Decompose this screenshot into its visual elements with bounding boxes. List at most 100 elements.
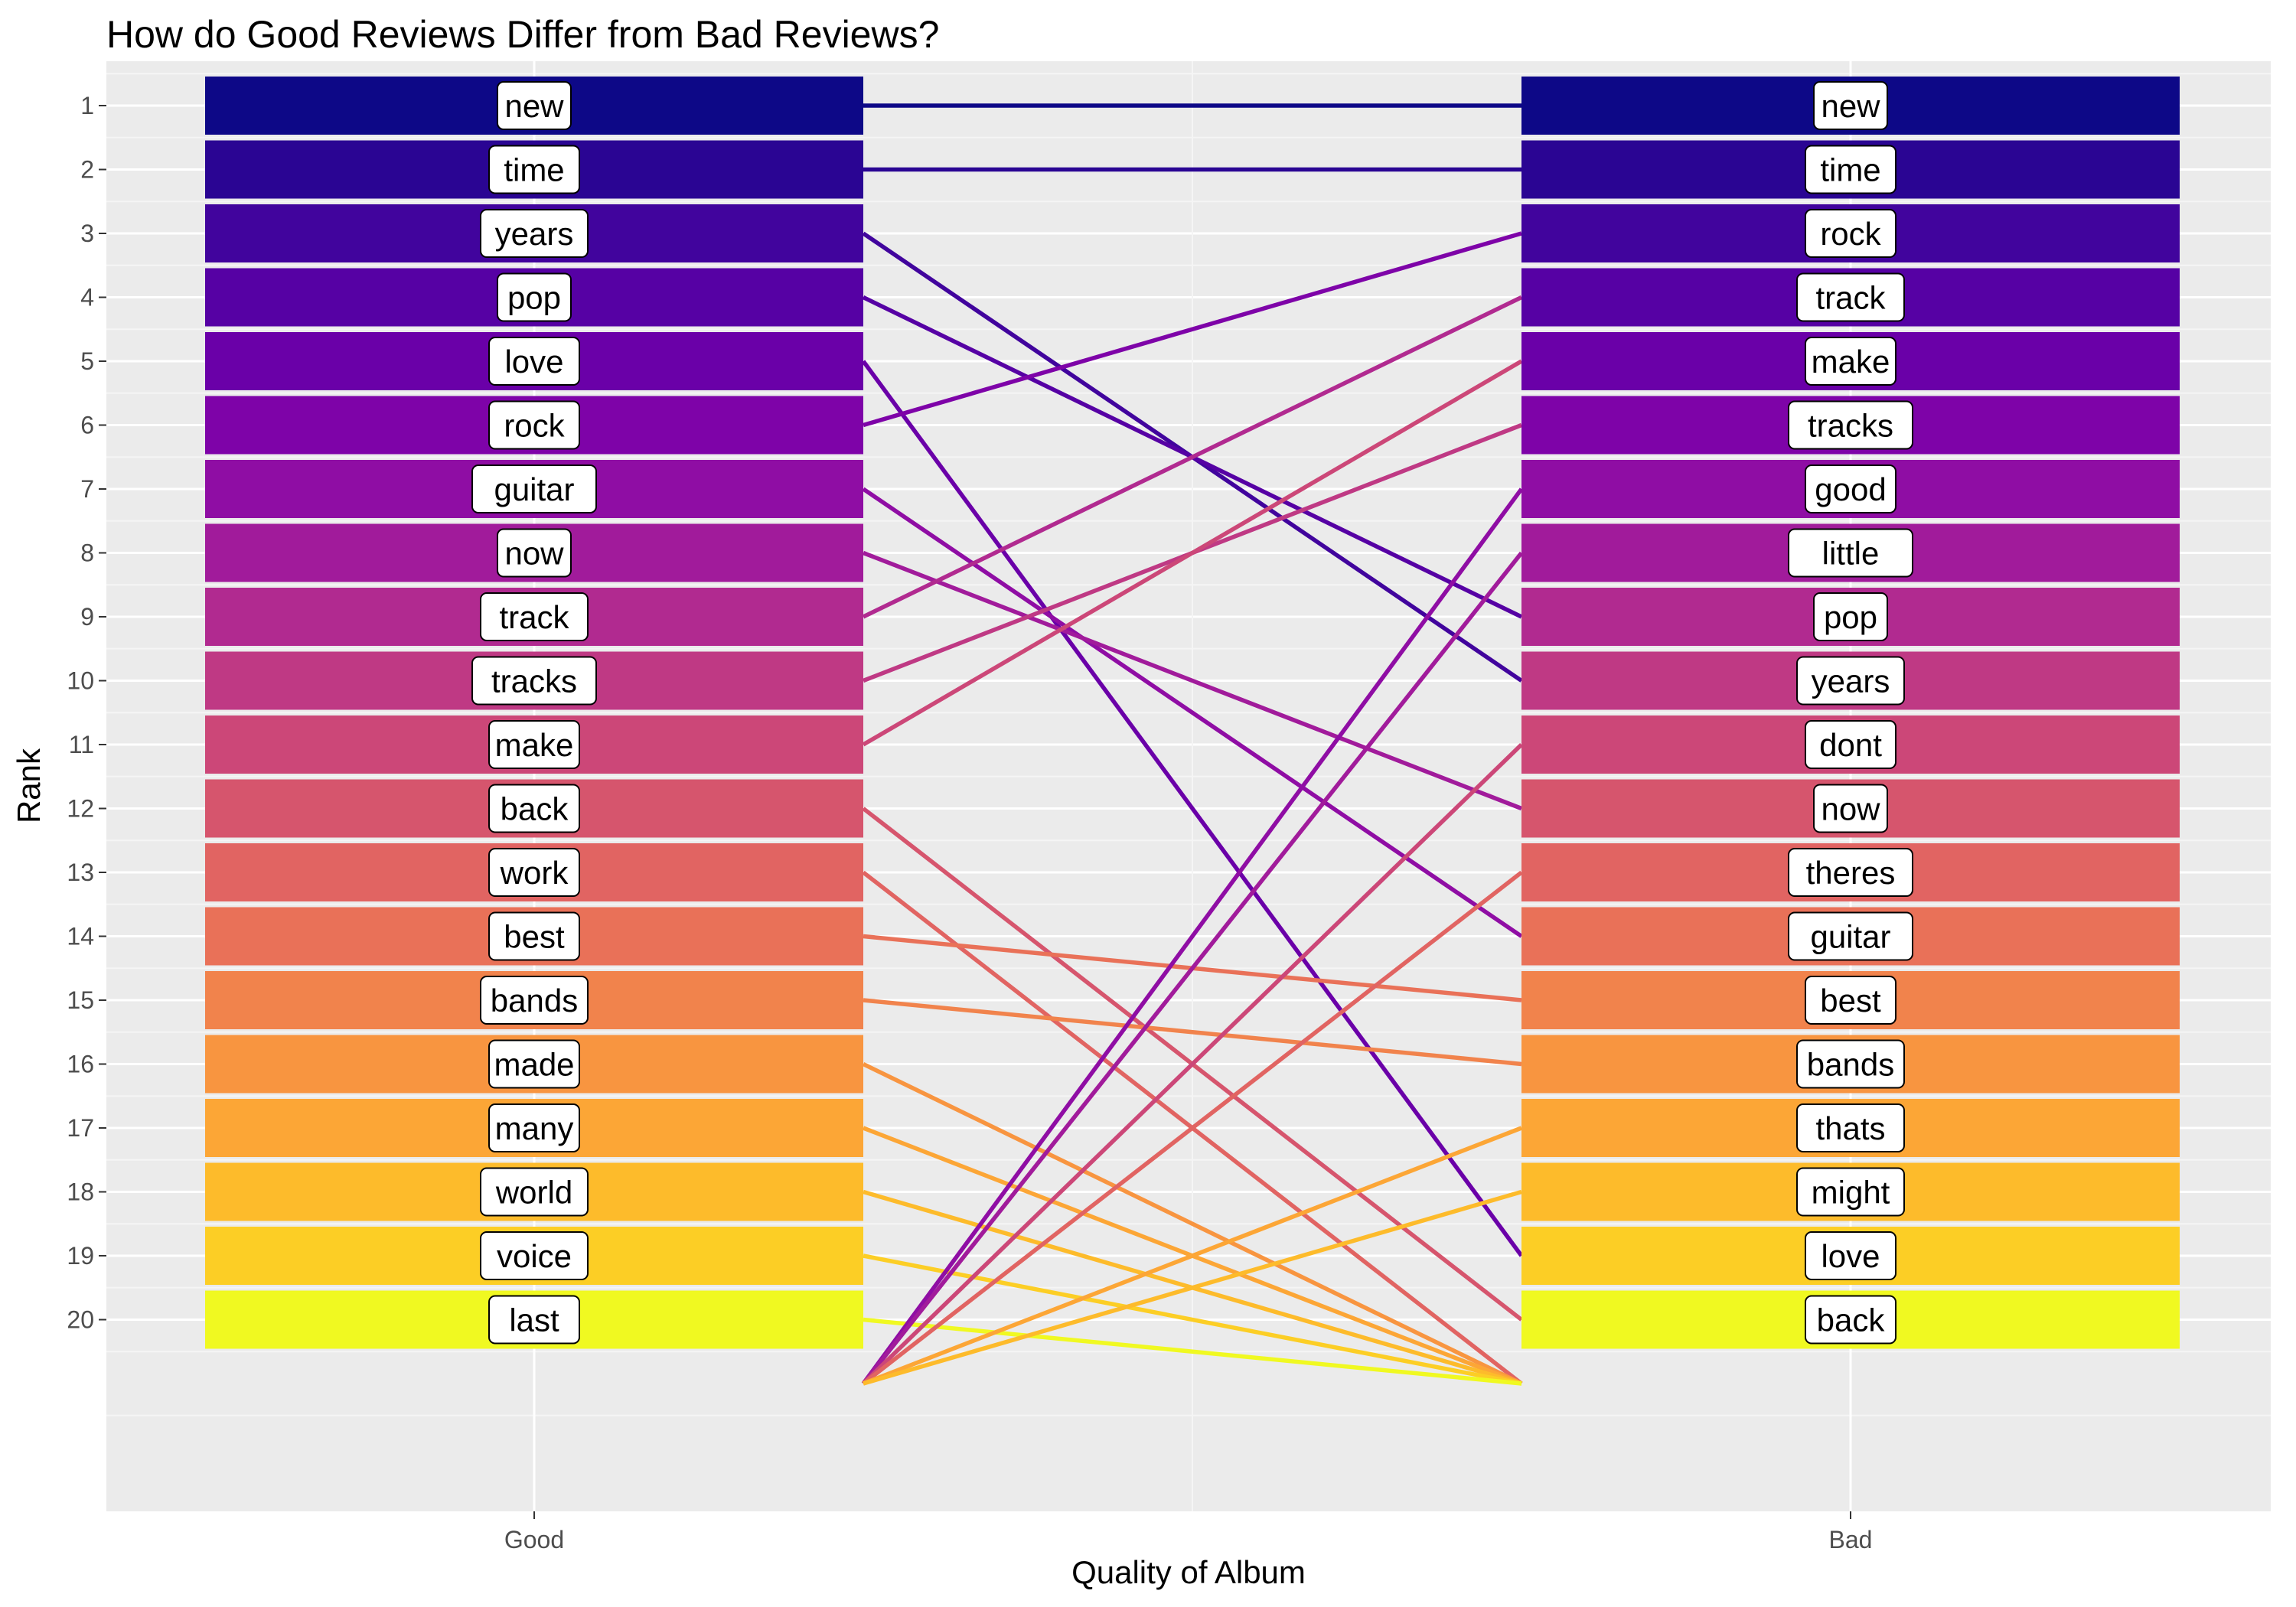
good-label-tracks: tracks <box>491 663 577 699</box>
y-tick-label: 1 <box>80 92 94 119</box>
good-label-bands: bands <box>491 983 578 1019</box>
good-label-box-years <box>480 209 589 258</box>
good-label-box-bands <box>480 976 589 1025</box>
bad-label-box-pop <box>1813 592 1888 641</box>
y-tick-label: 2 <box>80 156 94 184</box>
y-tick-label: 14 <box>67 923 94 950</box>
good-label-many: many <box>495 1110 574 1146</box>
y-tick-label: 15 <box>67 986 94 1014</box>
link-track <box>862 295 1523 619</box>
good-label-box-love <box>488 337 580 386</box>
good-label-now: now <box>504 536 564 572</box>
bad-label-track: track <box>1815 280 1886 316</box>
good-label-track: track <box>499 599 569 635</box>
x-axis: Good Bad <box>504 1511 1873 1553</box>
link-thats <box>863 1126 1522 1386</box>
good-label-box-pop <box>497 272 572 322</box>
good-label-box-new <box>497 81 572 130</box>
y-tick-label: 4 <box>80 284 94 311</box>
good-label-box-last <box>488 1295 580 1345</box>
good-label-make: make <box>495 727 574 763</box>
bad-label-box-thats <box>1796 1103 1905 1152</box>
bad-label-box-time <box>1805 145 1896 194</box>
x-axis-title: Quality of Album <box>1071 1554 1306 1590</box>
bad-label-box-years <box>1796 656 1905 706</box>
y-tick-label: 18 <box>67 1178 94 1206</box>
y-tick-label: 17 <box>67 1114 94 1142</box>
bad-label-guitar: guitar <box>1810 919 1890 955</box>
link-last <box>863 1317 1522 1386</box>
good-label-box-made <box>488 1039 580 1089</box>
good-label-box-best <box>488 911 580 961</box>
bad-label-love: love <box>1821 1238 1880 1274</box>
link-make <box>862 359 1523 747</box>
good-label-box-many <box>488 1103 580 1152</box>
good-label-world: world <box>495 1175 572 1211</box>
bad-label-box-might <box>1796 1167 1905 1217</box>
bad-label-pop: pop <box>1824 599 1877 635</box>
bad-label-box-guitar <box>1788 911 1913 961</box>
y-tick-label: 12 <box>67 795 94 823</box>
good-label-years: years <box>495 216 574 252</box>
good-label-new: new <box>504 88 564 124</box>
bad-label-box-rock <box>1805 209 1896 258</box>
y-tick-label: 5 <box>80 347 94 375</box>
good-label-pop: pop <box>507 280 561 316</box>
link-now <box>863 550 1522 811</box>
y-tick-label: 10 <box>67 667 94 695</box>
link-made <box>862 1062 1523 1386</box>
bad-label-now: now <box>1821 791 1880 827</box>
bad-label-box-love <box>1805 1231 1896 1280</box>
good-label-box-back <box>488 784 580 833</box>
good-label-box-world <box>480 1167 589 1217</box>
rank-links <box>861 103 1524 1386</box>
y-axis-title: Rank <box>11 748 47 823</box>
y-tick-label: 3 <box>80 220 94 247</box>
good-label-box-rock <box>488 400 580 450</box>
good-label-box-tracks <box>471 656 597 706</box>
link-good <box>861 487 1524 1385</box>
bad-label-box-new <box>1813 81 1888 130</box>
bad-label-box-track <box>1796 272 1905 322</box>
bad-label-might: might <box>1812 1175 1890 1211</box>
good-label-time: time <box>504 152 564 188</box>
good-label-guitar: guitar <box>494 471 574 507</box>
bad-label-new: new <box>1821 88 1880 124</box>
good-label-love: love <box>504 344 563 380</box>
bad-label-box-make <box>1805 337 1896 386</box>
word-labels: new time years pop love rock guitar now track tra… <box>471 81 1913 1345</box>
link-dont <box>862 743 1523 1385</box>
good-label-box-make <box>488 720 580 769</box>
bad-label-box-dont <box>1805 720 1896 769</box>
bad-label-dont: dont <box>1819 727 1882 763</box>
link-theres <box>862 870 1523 1386</box>
bad-label-box-now <box>1813 784 1888 833</box>
bad-label-theres: theres <box>1806 855 1896 891</box>
bad-label-box-best <box>1805 976 1896 1025</box>
bad-label-box-little <box>1788 528 1913 578</box>
bad-label-time: time <box>1820 152 1880 188</box>
good-label-box-guitar <box>471 464 597 513</box>
bad-label-little: little <box>1822 536 1880 572</box>
y-tick-label: 7 <box>80 475 94 503</box>
bad-label-back: back <box>1817 1302 1886 1338</box>
good-label-work: work <box>500 855 569 891</box>
link-rock <box>863 231 1522 428</box>
bad-label-box-good <box>1805 464 1896 513</box>
bad-label-make: make <box>1812 344 1890 380</box>
x-tick-label-bad: Bad <box>1829 1526 1873 1553</box>
good-label-best: best <box>504 919 565 955</box>
y-tick-label: 11 <box>69 731 94 758</box>
bad-label-box-theres <box>1788 848 1913 897</box>
y-tick-label: 9 <box>80 603 94 631</box>
bad-label-tracks: tracks <box>1808 408 1893 444</box>
bad-label-best: best <box>1820 983 1881 1019</box>
chart-title: How do Good Reviews Differ from Bad Revi… <box>106 13 939 56</box>
y-tick-label: 16 <box>67 1051 94 1078</box>
bad-label-thats: thats <box>1815 1110 1885 1146</box>
y-tick-label: 19 <box>67 1242 94 1270</box>
good-label-last: last <box>509 1302 559 1338</box>
good-label-rock: rock <box>504 408 565 444</box>
